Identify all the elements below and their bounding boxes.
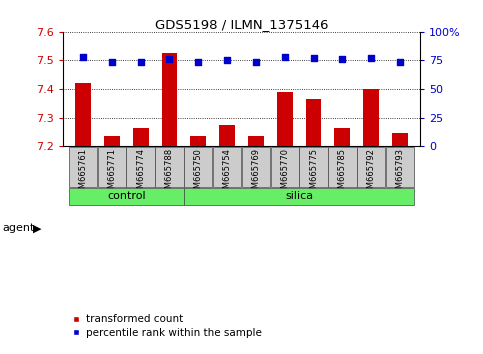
Bar bbox=[392, 133, 408, 146]
FancyBboxPatch shape bbox=[184, 188, 414, 205]
Text: ▶: ▶ bbox=[33, 223, 42, 233]
Point bbox=[252, 59, 260, 64]
Point bbox=[368, 55, 375, 61]
FancyBboxPatch shape bbox=[98, 147, 126, 187]
Point bbox=[108, 59, 115, 64]
Bar bbox=[219, 125, 235, 146]
Title: GDS5198 / ILMN_1375146: GDS5198 / ILMN_1375146 bbox=[155, 18, 328, 31]
Point bbox=[137, 59, 144, 64]
Text: GSM665770: GSM665770 bbox=[280, 148, 289, 199]
Bar bbox=[306, 99, 322, 146]
Point bbox=[166, 56, 173, 62]
Point bbox=[281, 54, 289, 60]
FancyBboxPatch shape bbox=[328, 147, 356, 187]
Text: silica: silica bbox=[285, 192, 313, 201]
Text: GSM665788: GSM665788 bbox=[165, 148, 174, 199]
Text: GSM665769: GSM665769 bbox=[252, 148, 260, 199]
Legend: transformed count, percentile rank within the sample: transformed count, percentile rank withi… bbox=[68, 310, 266, 342]
FancyBboxPatch shape bbox=[386, 147, 414, 187]
Text: control: control bbox=[107, 192, 145, 201]
Bar bbox=[133, 127, 149, 146]
Bar bbox=[363, 89, 379, 146]
FancyBboxPatch shape bbox=[213, 147, 241, 187]
FancyBboxPatch shape bbox=[69, 147, 97, 187]
Text: agent: agent bbox=[2, 223, 35, 233]
Bar bbox=[248, 136, 264, 146]
Text: GSM665754: GSM665754 bbox=[223, 148, 231, 199]
FancyBboxPatch shape bbox=[299, 147, 327, 187]
FancyBboxPatch shape bbox=[270, 147, 299, 187]
Text: GSM665750: GSM665750 bbox=[194, 148, 203, 199]
Bar bbox=[334, 127, 350, 146]
Point bbox=[396, 59, 404, 64]
Bar bbox=[190, 136, 206, 146]
Bar bbox=[277, 92, 293, 146]
FancyBboxPatch shape bbox=[242, 147, 270, 187]
FancyBboxPatch shape bbox=[69, 188, 184, 205]
Bar bbox=[161, 53, 177, 146]
Point bbox=[310, 55, 317, 61]
Point bbox=[339, 56, 346, 62]
Point bbox=[223, 58, 231, 63]
Bar bbox=[75, 83, 91, 146]
FancyBboxPatch shape bbox=[184, 147, 213, 187]
FancyBboxPatch shape bbox=[357, 147, 385, 187]
Point bbox=[194, 59, 202, 64]
Text: GSM665775: GSM665775 bbox=[309, 148, 318, 199]
Bar bbox=[104, 136, 120, 146]
FancyBboxPatch shape bbox=[156, 147, 184, 187]
Text: GSM665793: GSM665793 bbox=[396, 148, 405, 199]
Point bbox=[79, 54, 87, 60]
Text: GSM665774: GSM665774 bbox=[136, 148, 145, 199]
Text: GSM665792: GSM665792 bbox=[367, 148, 376, 199]
Text: GSM665761: GSM665761 bbox=[78, 148, 87, 199]
Text: GSM665771: GSM665771 bbox=[107, 148, 116, 199]
FancyBboxPatch shape bbox=[127, 147, 155, 187]
Text: GSM665785: GSM665785 bbox=[338, 148, 347, 199]
